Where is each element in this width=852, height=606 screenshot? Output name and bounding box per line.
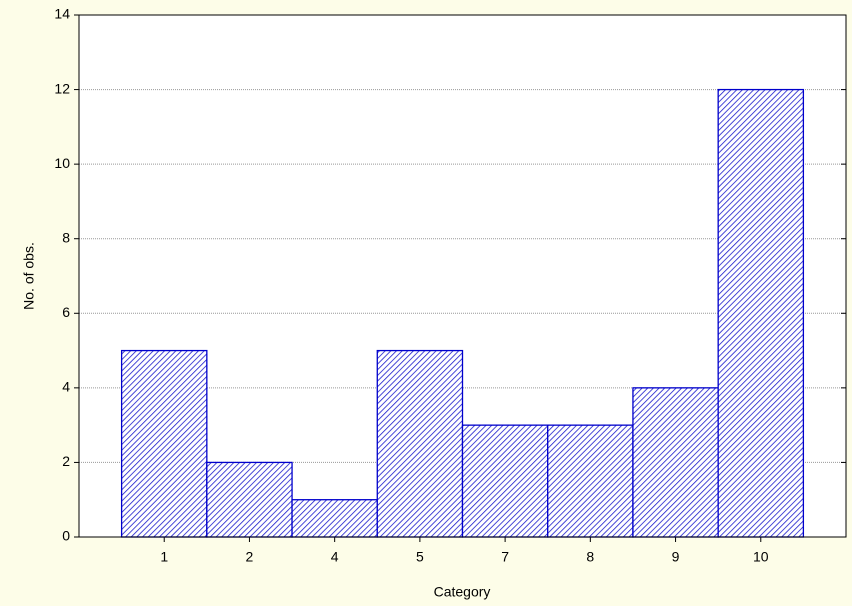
bar — [291, 499, 378, 538]
x-tick-label: 9 — [672, 549, 680, 565]
y-tick-label: 0 — [62, 528, 70, 544]
x-tick-label: 10 — [753, 549, 769, 565]
y-axis-label: No. of obs. — [21, 242, 37, 310]
y-tick-label: 12 — [54, 80, 70, 96]
y-tick-label: 2 — [62, 453, 70, 469]
y-tick-label: 6 — [62, 304, 70, 320]
bar — [206, 461, 293, 538]
y-tick-label: 10 — [54, 155, 70, 171]
bar — [717, 88, 805, 538]
x-tick-label: 8 — [586, 549, 594, 565]
x-axis-label: Category — [434, 584, 491, 600]
bar — [120, 349, 208, 538]
x-tick-label: 2 — [246, 549, 254, 565]
x-tick-label: 7 — [501, 549, 509, 565]
x-tick-label: 1 — [160, 549, 168, 565]
y-tick-label: 14 — [54, 6, 70, 22]
y-tick-label: 4 — [62, 379, 70, 395]
bar — [632, 387, 719, 538]
bar — [376, 349, 464, 538]
x-tick-label: 5 — [416, 549, 424, 565]
bar — [461, 424, 549, 538]
plot-frame — [78, 14, 847, 538]
bar — [547, 424, 634, 538]
y-tick-label: 8 — [62, 229, 70, 245]
x-tick-label: 4 — [331, 549, 339, 565]
